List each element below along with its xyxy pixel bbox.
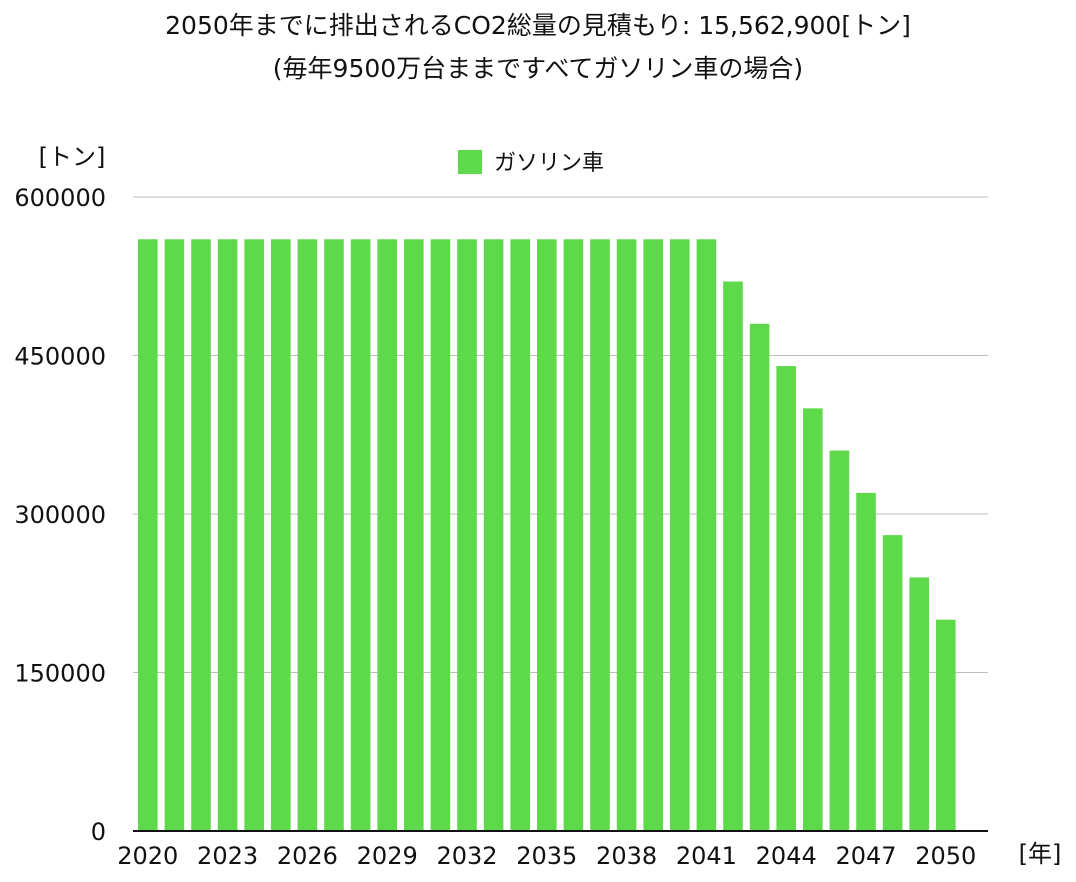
bar-2024: [244, 239, 264, 831]
bar-2034: [510, 239, 530, 831]
chart-subtitle: (毎年9500万台ままですべてガソリン車の場合): [273, 54, 803, 83]
x-tick-labels: 2020 2023 2026 2029 2032 2035 2038 2041 2044 2047…: [117, 842, 976, 870]
y-tick-label: 150000: [14, 660, 106, 688]
x-tick-label: 2035: [516, 842, 577, 870]
bar-2032: [457, 239, 477, 831]
bar-2040: [670, 239, 690, 831]
x-tick-label: 2029: [357, 842, 418, 870]
bar-2039: [643, 239, 663, 831]
bars: [138, 239, 956, 831]
x-tick-label: 2044: [756, 842, 817, 870]
bar-2028: [350, 239, 371, 831]
chart-title: 2050年までに排出されるCO2総量の見積もり: 15,562,900[トン]: [165, 11, 911, 40]
bar-2046: [829, 450, 850, 831]
bar-2027: [324, 239, 344, 831]
y-tick-label: 450000: [14, 343, 106, 371]
x-axis-label: [年]: [1019, 840, 1062, 868]
bar-2049: [909, 577, 929, 831]
x-tick-label: 2023: [197, 842, 258, 870]
bar-2043: [749, 323, 770, 831]
y-tick-label: 600000: [14, 184, 106, 212]
bar-2044: [776, 366, 796, 831]
bar-2033: [483, 239, 504, 831]
bar-2025: [271, 239, 291, 831]
bar-2021: [164, 239, 185, 831]
bar-2041: [696, 239, 717, 831]
legend-label: ガソリン車: [494, 151, 604, 176]
bar-2047: [856, 492, 876, 831]
bar-2037: [590, 239, 610, 831]
y-tick-labels: 0 150000 300000 450000 600000: [14, 184, 106, 846]
bar-2045: [803, 408, 823, 831]
bar-2050: [936, 619, 956, 831]
bar-2023: [217, 239, 238, 831]
x-tick-label: 2041: [676, 842, 737, 870]
bar-2042: [723, 281, 743, 831]
bar-2022: [191, 239, 211, 831]
legend: ガソリン車: [458, 150, 604, 176]
bar-2038: [616, 239, 637, 831]
x-tick-label: 2047: [835, 842, 896, 870]
x-tick-label: 2032: [436, 842, 497, 870]
bar-2030: [404, 239, 424, 831]
bar-2020: [138, 239, 158, 831]
bar-2031: [430, 239, 451, 831]
y-axis-label: [トン]: [39, 143, 106, 171]
y-tick-label: 0: [91, 818, 106, 846]
x-tick-label: 2020: [117, 842, 178, 870]
y-tick-label: 300000: [14, 501, 106, 529]
bar-2048: [882, 535, 903, 831]
x-tick-label: 2050: [915, 842, 976, 870]
x-tick-label: 2038: [596, 842, 657, 870]
bar-2029: [377, 239, 397, 831]
bar-2036: [563, 239, 584, 831]
bar-2026: [297, 239, 318, 831]
legend-swatch: [458, 150, 482, 174]
x-tick-label: 2026: [277, 842, 338, 870]
bar-2035: [537, 239, 557, 831]
